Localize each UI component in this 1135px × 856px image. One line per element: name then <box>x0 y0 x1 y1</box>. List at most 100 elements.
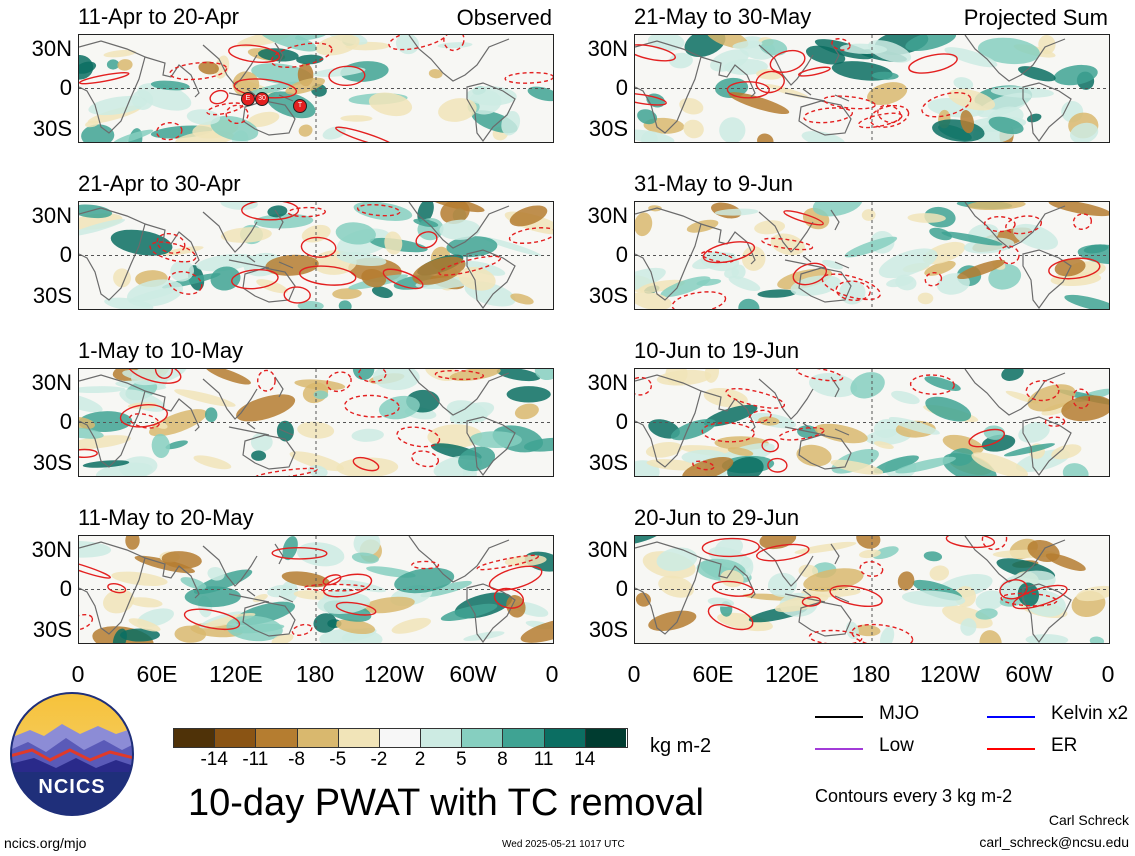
lat-label-1-3-2: 30S <box>588 617 628 642</box>
legend-label-1: Kelvin x2 <box>1051 703 1129 724</box>
lon-label-1-2: 120E <box>765 661 819 687</box>
panel-title-1-2: 10-Jun to 19-Jun <box>634 338 800 363</box>
map-panel-0-1 <box>78 201 554 310</box>
lon-label-0-2: 120E <box>209 661 263 687</box>
panel-title-0-2: 1-May to 10-May <box>78 338 244 363</box>
colorbar-swatch-5 <box>379 729 422 747</box>
lat-label-0-0-2: 30S <box>32 116 72 141</box>
lon-label-0-3: 180 <box>295 661 335 687</box>
legend-line-0 <box>815 716 863 718</box>
footer-author: Carl Schreck <box>1048 812 1129 828</box>
lat-label-1-1-1: 0 <box>615 242 628 267</box>
colorbar-tick-3: -5 <box>329 749 347 770</box>
legend-line-1 <box>987 716 1035 718</box>
logo-text: NCICS <box>38 776 106 798</box>
lon-label-0-5: 60W <box>449 661 497 687</box>
lon-label-0-4: 120W <box>363 661 425 687</box>
main-title: 10-day PWAT with TC removal <box>188 782 704 824</box>
colorbar-tick-5: 2 <box>414 749 426 770</box>
lat-label-1-2-1: 0 <box>615 409 628 434</box>
map-panel-1-0 <box>634 34 1110 143</box>
lat-label-0-3-1: 0 <box>59 576 72 601</box>
lat-label-0-2-0: 30N <box>31 370 72 395</box>
tc-marker-2: T <box>293 99 307 113</box>
ncics-logo: NCICS <box>10 692 134 816</box>
lat-label-1-1-2: 30S <box>588 283 628 308</box>
lat-label-0-1-2: 30S <box>32 283 72 308</box>
legend-line-3 <box>987 748 1035 750</box>
colorbar-swatch-2 <box>256 729 298 747</box>
colorbar-swatch-6 <box>421 729 463 747</box>
panel-title-1-0: 21-May to 30-May <box>634 4 812 29</box>
colorbar-tick-2: -8 <box>288 749 305 770</box>
colorbar-swatch-10 <box>585 729 626 747</box>
panel-label-0-0: Observed <box>456 5 552 30</box>
legend-label-3: ER <box>1051 735 1078 756</box>
colorbar-swatch-9 <box>544 729 586 747</box>
lat-label-1-3-0: 30N <box>587 537 628 562</box>
colorbar-tick-0: -14 <box>200 749 228 770</box>
colorbar-swatch-3 <box>297 729 339 747</box>
lat-label-0-0-0: 30N <box>31 36 72 61</box>
panel-title-1-1: 31-May to 9-Jun <box>634 171 793 196</box>
lat-label-0-2-1: 0 <box>59 409 72 434</box>
colorbar-unit: kg m-2 <box>650 735 712 757</box>
lon-label-0-0: 0 <box>71 661 85 687</box>
lat-label-0-1-1: 0 <box>59 242 72 267</box>
lon-label-1-0: 0 <box>627 661 641 687</box>
lat-label-0-2-2: 30S <box>32 450 72 475</box>
map-panel-0-2 <box>78 368 554 477</box>
colorbar-tick-6: 5 <box>455 749 467 770</box>
colorbar-swatch-7 <box>462 729 504 747</box>
panel-title-0-0: 11-Apr to 20-Apr <box>78 4 240 29</box>
colorbar-tick-4: -2 <box>370 749 388 770</box>
lat-label-1-2-2: 30S <box>588 450 628 475</box>
lon-label-1-6: 0 <box>1101 661 1115 687</box>
legend-label-0: MJO <box>879 703 920 724</box>
colorbar-tick-1: -11 <box>242 749 269 770</box>
lat-label-1-0-1: 0 <box>615 75 628 100</box>
lon-label-1-4: 120W <box>919 661 981 687</box>
contour-note: Contours every 3 kg m-2 <box>815 786 1013 806</box>
colorbar-swatch-1 <box>215 729 257 747</box>
colorbar-ticks: -14 -11 -8 -5 -2 2 5 8 11 14 <box>173 749 626 773</box>
lat-label-0-3-2: 30S <box>32 617 72 642</box>
colorbar <box>173 728 628 748</box>
tc-marker-1: 30 <box>255 92 269 106</box>
lat-label-0-0-1: 0 <box>59 75 72 100</box>
map-panel-1-2 <box>634 368 1110 477</box>
lon-label-1-1: 60E <box>692 661 734 687</box>
legend-line-2 <box>815 748 863 750</box>
panel-title-0-3: 11-May to 20-May <box>78 505 254 530</box>
lat-label-0-3-0: 30N <box>31 537 72 562</box>
colorbar-swatch-8 <box>503 729 545 747</box>
tc-marker-0: E <box>241 92 255 106</box>
colorbar-tick-9: 14 <box>574 749 596 770</box>
map-panel-1-3 <box>634 535 1110 644</box>
lat-label-1-1-0: 30N <box>587 203 628 228</box>
colorbar-tick-7: 8 <box>497 749 508 770</box>
lat-label-1-0-2: 30S <box>588 116 628 141</box>
map-panel-1-1 <box>634 201 1110 310</box>
map-panel-0-0 <box>78 34 554 143</box>
lat-label-1-3-1: 0 <box>615 576 628 601</box>
lon-label-0-1: 60E <box>136 661 178 687</box>
colorbar-swatch-0 <box>174 729 216 747</box>
footer-left: ncics.org/mjo <box>4 835 87 851</box>
lon-label-1-3: 180 <box>851 661 891 687</box>
lat-label-1-0-0: 30N <box>587 36 628 61</box>
legend: MJO Kelvin x2 Low ER <box>815 703 1135 773</box>
footer-email: carl_schreck@ncsu.edu <box>979 834 1129 850</box>
lon-label-1-5: 60W <box>1005 661 1053 687</box>
panel-label-1-0: Projected Sum <box>963 5 1108 30</box>
lat-label-1-2-0: 30N <box>587 370 628 395</box>
legend-label-2: Low <box>879 735 914 756</box>
panel-title-1-3: 20-Jun to 29-Jun <box>634 505 800 530</box>
panel-title-0-1: 21-Apr to 30-Apr <box>78 171 241 196</box>
colorbar-tick-8: 11 <box>533 749 554 770</box>
colorbar-swatch-4 <box>338 729 380 747</box>
footer-timestamp: Wed 2025-05-21 1017 UTC <box>502 839 625 850</box>
lon-label-0-6: 0 <box>545 661 559 687</box>
map-panel-0-3 <box>78 535 554 644</box>
lat-label-0-1-0: 30N <box>31 203 72 228</box>
